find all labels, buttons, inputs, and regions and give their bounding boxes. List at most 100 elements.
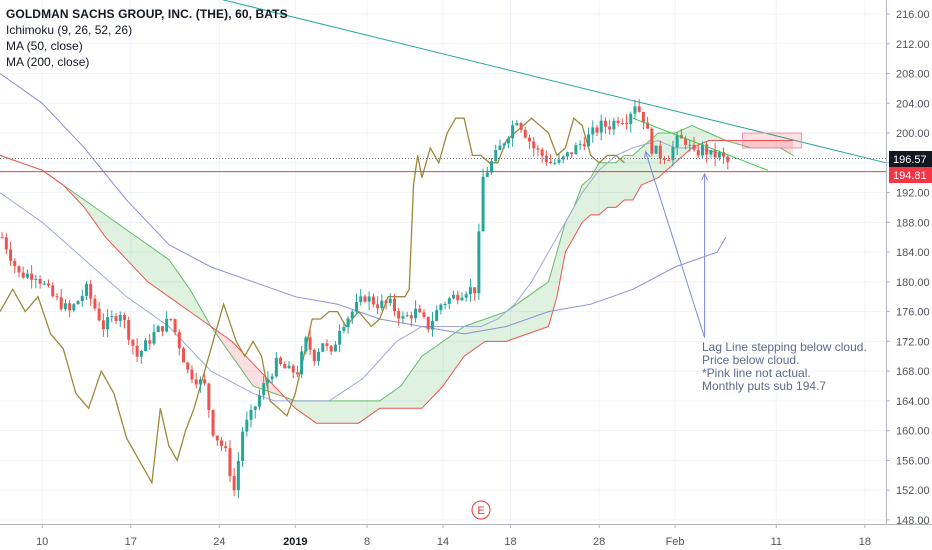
price-tick-label: 208.00: [896, 69, 930, 81]
candle-body: [397, 311, 400, 318]
cloud-segment: [435, 344, 439, 395]
candle-body: [72, 304, 75, 310]
candle-body: [553, 163, 556, 164]
candle-body: [503, 144, 506, 146]
analysis-note: Lag Line stepping below cloud. Price bel…: [702, 341, 867, 393]
cloud-segment: [464, 325, 468, 356]
candle-body: [292, 366, 295, 373]
candle-body: [152, 332, 155, 344]
time-tick-label: 28: [593, 536, 605, 548]
candle-body: [515, 123, 518, 125]
candle-body: [224, 446, 227, 448]
candle-body: [608, 127, 611, 130]
earnings-event-marker[interactable]: E: [472, 501, 490, 519]
cloud-segment: [354, 401, 358, 423]
candle-body: [359, 296, 362, 302]
cloud-segment: [135, 236, 139, 273]
candle-body: [13, 261, 16, 266]
candle-body: [494, 150, 497, 161]
candle-body: [300, 351, 303, 374]
candle-body: [30, 274, 33, 280]
candle-body: [410, 315, 413, 318]
cloud-segment: [527, 294, 531, 334]
candle-body: [617, 121, 620, 123]
candle-body: [17, 266, 20, 272]
price-axis[interactable]: 216.00212.00208.00204.00200.00196.00192.…: [886, 0, 930, 527]
candle-body: [245, 420, 248, 432]
candle-body: [169, 319, 172, 320]
candle-body: [233, 476, 236, 490]
cloud-segment: [338, 401, 342, 423]
candle-body: [47, 284, 50, 286]
candle-body: [439, 305, 442, 311]
price-tick-label: 160.00: [896, 426, 930, 438]
price-tick-label: 200.00: [896, 128, 930, 140]
candle-body: [304, 337, 307, 351]
candle-body: [110, 316, 113, 317]
annotation-arrows: [645, 152, 708, 338]
cloud-segment: [481, 319, 485, 344]
candle-body: [220, 440, 223, 446]
cloud-segment: [333, 401, 337, 423]
ichimoku-legend[interactable]: Ichimoku (9, 26, 52, 26): [6, 22, 288, 38]
candle-body: [60, 297, 63, 309]
cloud-segment: [413, 362, 417, 408]
event-marker-label: E: [477, 505, 484, 517]
candle-body: [199, 379, 202, 384]
cloud-segment: [139, 239, 143, 278]
cloud-segment: [608, 163, 612, 208]
candle-body: [368, 297, 371, 302]
symbol-title[interactable]: GOLDMAN SACHS GROUP, INC. (THE), 60, BAT…: [6, 6, 288, 22]
candle-body: [144, 340, 147, 351]
candle-body: [190, 370, 193, 380]
candle-body: [688, 145, 691, 146]
cloud-segment: [169, 260, 173, 300]
candle-body: [591, 127, 594, 134]
ma200-legend[interactable]: MA (200, close): [6, 54, 288, 70]
price-tick-label: 152.00: [896, 485, 930, 497]
cloud-segment: [641, 144, 645, 185]
candle-body: [123, 315, 126, 320]
candle-body: [178, 332, 181, 348]
time-tick-label: Feb: [666, 536, 685, 548]
candle-body: [250, 410, 253, 420]
candle-body: [642, 112, 645, 123]
time-tick-label: 17: [125, 536, 137, 548]
candle-body: [68, 303, 71, 310]
trendlines[interactable]: [190, 0, 886, 170]
cloud-segment: [515, 303, 519, 339]
cloud-segment: [468, 324, 472, 354]
cloud-segment: [148, 245, 152, 285]
price-tick-label: 148.00: [896, 515, 930, 527]
time-axis[interactable]: 10 17 24 2019 8 14 18 28 Feb 11 18: [0, 524, 932, 548]
ma50-legend[interactable]: MA (50, close): [6, 38, 288, 54]
candle-body: [237, 461, 240, 490]
support-price-value: 194.81: [893, 170, 927, 182]
cloud-segment: [143, 242, 147, 282]
candle-body: [186, 362, 189, 369]
price-tick-label: 156.00: [896, 455, 930, 467]
candle-body: [283, 364, 286, 368]
candle-body: [714, 150, 717, 158]
note-line-4: Monthly puts sub 194.7: [702, 380, 867, 393]
price-tick-label: 164.00: [896, 396, 930, 408]
cloud-segment: [430, 347, 434, 399]
cloud-segment: [477, 321, 481, 348]
candle-body: [482, 177, 485, 231]
candle-body: [77, 301, 80, 304]
cloud-segment: [532, 291, 536, 333]
cloud-segment: [519, 300, 523, 337]
candle-body: [266, 379, 269, 383]
candle-body: [338, 331, 341, 345]
candle-body: [157, 326, 160, 332]
cloud-segment: [536, 288, 540, 331]
cloud-segment: [321, 401, 325, 423]
cloud-segment: [540, 285, 544, 330]
candle-body: [570, 152, 573, 154]
candle-body: [490, 161, 493, 172]
candle-body: [460, 298, 463, 301]
time-tick-label: 18: [859, 536, 871, 548]
ichimoku-cloud: [0, 126, 793, 424]
cloud-segment: [131, 233, 135, 269]
